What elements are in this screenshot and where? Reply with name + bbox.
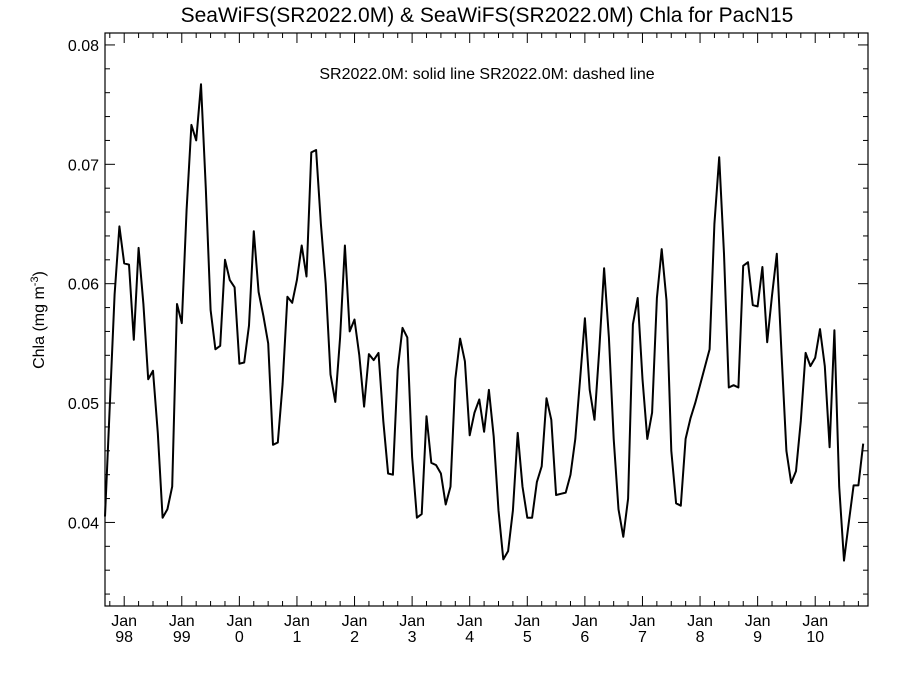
y-axis-label-exponent: -3 [29,276,41,286]
x-tick-year-label: 2 [350,629,359,646]
y-tick-label: 0.06 [68,277,99,294]
y-axis-label-close: ) [31,271,48,276]
series-layer [104,83,865,562]
x-tick-month-label: Jan [514,613,540,630]
series-line-solid [104,83,865,562]
x-tick-month-label: Jan [342,613,368,630]
y-tick-label: 0.05 [68,396,99,413]
x-tick-year-label: 7 [638,629,647,646]
x-tick-year-label: 3 [408,629,417,646]
y-tick-label: 0.04 [68,515,99,532]
chart-title: SeaWiFS(SR2022.0M) & SeaWiFS(SR2022.0M) … [181,4,794,27]
x-tick-month-label: Jan [111,613,137,630]
y-tick-label: 0.08 [68,38,99,55]
plot-frame [104,32,869,607]
x-tick-month-label: Jan [802,613,828,630]
x-tick-year-label: 4 [465,629,474,646]
x-tick-month-label: Jan [226,613,252,630]
x-tick-month-label: Jan [399,613,425,630]
line-style-annotation: SR2022.0M: solid line SR2022.0M: dashed … [319,66,654,83]
x-tick-year-label: 6 [580,629,589,646]
x-tick-month-label: Jan [572,613,598,630]
axis-ticks [105,33,868,606]
x-tick-year-label: 8 [696,629,705,646]
y-axis-label: Chla (mg m-3) [29,271,48,369]
axis-tick-labels: 0.040.050.060.070.08Jan98Jan99Jan0Jan1Ja… [68,38,828,646]
y-tick-label: 0.07 [68,157,99,174]
x-tick-month-label: Jan [169,613,195,630]
x-tick-month-label: Jan [630,613,656,630]
x-tick-month-label: Jan [457,613,483,630]
x-tick-month-label: Jan [745,613,771,630]
x-tick-year-label: 1 [292,629,301,646]
x-tick-year-label: 98 [115,629,133,646]
x-tick-year-label: 0 [235,629,244,646]
x-tick-year-label: 10 [806,629,824,646]
x-tick-year-label: 9 [753,629,762,646]
x-tick-month-label: Jan [284,613,310,630]
y-axis-label-main: Chla (mg m [31,286,48,369]
x-tick-year-label: 99 [173,629,191,646]
x-tick-year-label: 5 [523,629,532,646]
x-tick-month-label: Jan [687,613,713,630]
